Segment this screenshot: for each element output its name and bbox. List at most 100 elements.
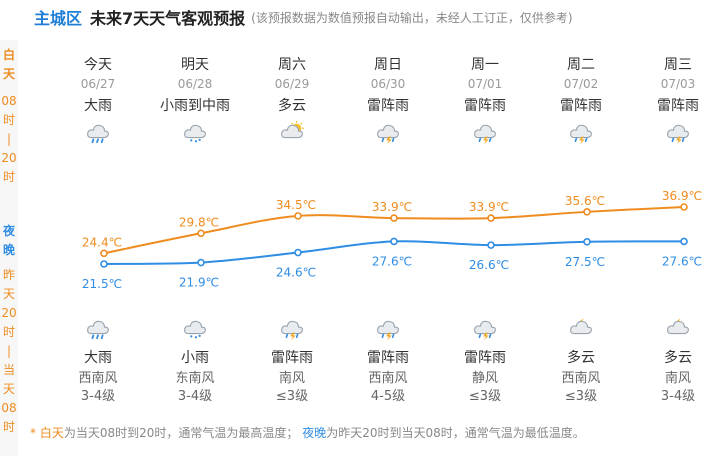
- rain-icon: [87, 320, 109, 340]
- footer-note: * 白天为当天08时到20时，通常气温为最高温度； 夜晚为昨天20时到当天08时…: [30, 426, 585, 440]
- wind-direction: 西南风: [561, 371, 601, 386]
- night-temperature-point: [100, 260, 108, 268]
- thunderstorm-icon: [570, 124, 592, 145]
- partly-cloudy-icon: [281, 120, 305, 139]
- night-weather-text: 大雨: [84, 350, 112, 366]
- rain-icon: [87, 124, 109, 144]
- day-temperature-label: 36.9℃: [662, 189, 702, 203]
- night-temperature-point: [680, 237, 688, 246]
- disclaimer-note: (该预报数据为数值预报自动输出，未经人工订正，仅供参考): [251, 10, 573, 25]
- date-label: 07/02: [563, 77, 599, 91]
- light-rain-icon: [184, 124, 206, 143]
- night-column: 雷阵雨西南风 4-5级: [348, 315, 428, 405]
- weekday-label: 周六: [278, 57, 306, 73]
- cloudy-night-icon: [570, 318, 592, 335]
- wind-direction: 静风: [471, 371, 498, 386]
- date-label: 06/28: [177, 77, 213, 91]
- day-column: 明天 06/28 小雨到中雨: [155, 55, 235, 149]
- night-temperature-label: 21.9℃: [179, 276, 219, 290]
- night-temperature-point: [390, 237, 398, 246]
- day-column: 周日 06/30 雷阵雨: [348, 55, 428, 149]
- weekday-label: 今天: [84, 57, 112, 73]
- wind-level: ≤3级: [275, 389, 309, 404]
- thunderstorm-icon: [667, 124, 689, 145]
- wind-direction: 南风: [664, 371, 691, 386]
- night-weather-text: 雷阵雨: [271, 350, 313, 366]
- day-weather-text: 多云: [278, 98, 306, 114]
- day-temperature-point: [390, 214, 398, 222]
- date-label: 07/03: [660, 77, 696, 91]
- weekday-label: 周二: [567, 57, 595, 73]
- night-column: 雷阵雨南风 ≤3级: [252, 315, 332, 405]
- thunderstorm-icon: [377, 124, 399, 145]
- day-temperature-label: 35.6℃: [565, 194, 605, 208]
- date-label: 06/29: [274, 77, 310, 91]
- date-label: 06/27: [80, 77, 116, 91]
- night-column: 雷阵雨静风 ≤3级: [445, 315, 525, 405]
- night-temperature-point: [294, 248, 302, 257]
- day-column: 周二 07/02 雷阵雨: [541, 55, 621, 149]
- night-temperature-label: 24.6℃: [276, 266, 316, 280]
- cloudy-night-icon: [667, 318, 689, 335]
- night-weather-text: 小雨: [181, 350, 209, 366]
- wind-level: 3-4级: [660, 389, 696, 404]
- period-sidebar: 白 天 08 时 | 20 时 夜 晚 昨 天 20 时 | 当 天 08 时: [0, 40, 18, 456]
- night-weather-text: 多云: [567, 350, 595, 366]
- night-temperature-label: 27.6℃: [372, 254, 412, 268]
- thunderstorm-icon: [474, 124, 496, 145]
- night-column: 多云南风 3-4级: [638, 315, 718, 405]
- day-weather-text: 小雨到中雨: [160, 98, 230, 114]
- day-temperature-point: [487, 214, 495, 222]
- night-weather-text: 雷阵雨: [367, 350, 409, 366]
- day-temperature-label: 29.8℃: [179, 215, 219, 229]
- thunderstorm-icon: [474, 320, 496, 341]
- day-column: 周六 06/29 多云: [252, 55, 332, 149]
- night-temperature-point: [487, 241, 495, 249]
- day-temperature-point: [294, 212, 302, 220]
- day-weather-text: 雷阵雨: [464, 98, 506, 114]
- city-name: 主城区: [34, 9, 83, 28]
- wind-direction: 西南风: [78, 371, 118, 386]
- wind-direction: 东南风: [175, 371, 215, 386]
- wind-level: 3-4级: [80, 389, 116, 404]
- wind-level: 3-4级: [177, 389, 213, 404]
- weekday-label: 明天: [181, 57, 209, 73]
- night-temperature-label: 21.5℃: [82, 277, 122, 291]
- day-temperature-label: 33.9℃: [372, 200, 412, 214]
- night-column: 小雨东南风 3-4级: [155, 315, 235, 405]
- day-weather-text: 大雨: [84, 98, 112, 114]
- night-weather-text: 多云: [664, 350, 692, 366]
- night-temperature-label: 26.6℃: [469, 258, 509, 272]
- night-column: 多云 西南风 ≤3级: [541, 315, 621, 405]
- weekday-label: 周三: [664, 57, 692, 73]
- date-label: 06/30: [370, 77, 406, 91]
- wind-direction: 南风: [278, 371, 305, 386]
- night-weather-text: 雷阵雨: [464, 350, 506, 366]
- night-temperature-label: 27.6℃: [662, 254, 702, 268]
- day-column: 今天 06/27 大雨: [58, 55, 138, 149]
- day-temperature-point: [197, 229, 205, 238]
- day-term: 白天: [39, 426, 64, 440]
- page-title: 未来7天天气客观预报: [90, 9, 246, 28]
- day-temperature-point: [583, 208, 591, 216]
- day-temperature-label: 34.5℃: [276, 198, 316, 212]
- light-rain-icon: [184, 320, 206, 339]
- day-weather-text: 雷阵雨: [657, 98, 699, 114]
- thunderstorm-icon: [377, 320, 399, 341]
- night-temperature-label: 27.5℃: [565, 255, 605, 269]
- night-temperature-point: [583, 237, 591, 246]
- day-temperature-point: [680, 203, 688, 211]
- day-weather-text: 雷阵雨: [367, 98, 409, 114]
- wind-direction: 西南风: [368, 371, 408, 386]
- night-temperature-point: [197, 258, 205, 267]
- date-label: 07/01: [467, 77, 503, 91]
- wind-level: ≤3级: [468, 389, 502, 404]
- day-column: 周三 07/03 雷阵雨: [638, 55, 718, 149]
- wind-level: 4-5级: [370, 389, 406, 404]
- night-column: 大雨西南风 3-4级: [58, 315, 138, 405]
- day-weather-text: 雷阵雨: [560, 98, 602, 114]
- weekday-label: 周一: [471, 57, 499, 73]
- day-column: 周一 07/01 雷阵雨: [445, 55, 525, 149]
- night-term: 夜晚: [302, 426, 327, 440]
